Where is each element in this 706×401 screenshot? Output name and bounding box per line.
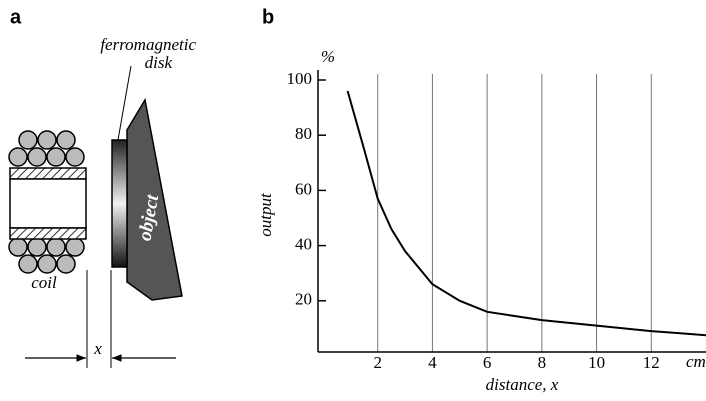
x-tick-label: 12 <box>643 353 660 372</box>
coil-core <box>9 167 87 180</box>
coil-core <box>9 178 87 229</box>
x-axis-label: distance, x <box>486 375 559 394</box>
y-axis-label: output <box>256 192 275 237</box>
coil-label: coil <box>31 273 57 292</box>
disk-shape <box>111 139 128 268</box>
x-tick-label: 4 <box>428 353 437 372</box>
y-tick-label: 80 <box>295 124 312 143</box>
y-unit: % <box>321 47 335 66</box>
leader-line <box>117 65 132 141</box>
x-tick-label: 10 <box>588 353 605 372</box>
x-tick-label: 2 <box>373 353 382 372</box>
y-tick-label: 60 <box>295 179 312 198</box>
coil-core <box>9 227 87 240</box>
coil-windings <box>8 130 85 274</box>
disk-label: disk <box>145 53 173 72</box>
diagram <box>8 65 183 368</box>
panel-label: b <box>262 6 274 28</box>
x-tick-label: 6 <box>483 353 492 372</box>
panel-label: a <box>10 6 22 28</box>
curve <box>346 90 706 337</box>
y-tick-label: 20 <box>295 290 312 309</box>
y-tick-label: 100 <box>287 69 313 88</box>
x-unit: cm <box>686 352 706 371</box>
y-tick-label: 40 <box>295 235 312 254</box>
disk-label: ferromagnetic <box>100 35 196 54</box>
gap-label: x <box>93 339 102 358</box>
x-tick-label: 8 <box>538 353 547 372</box>
